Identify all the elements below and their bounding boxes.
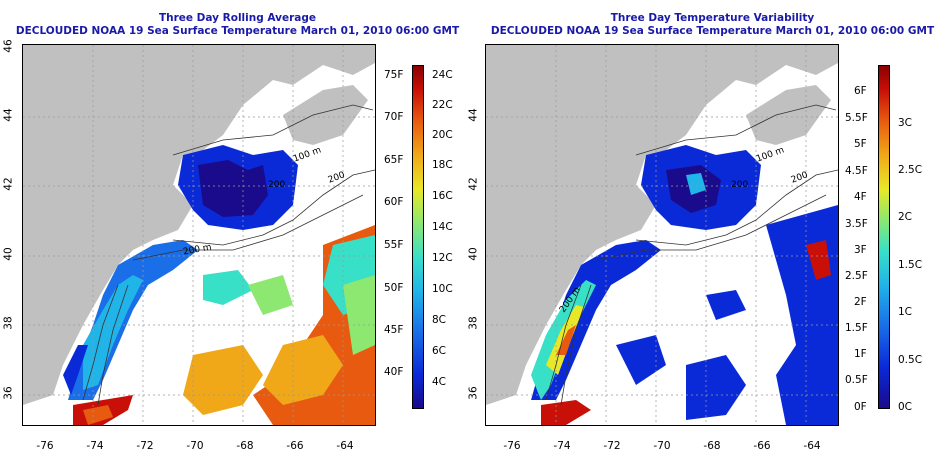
colorbar-label-f: 2.5F [845,270,868,282]
colorbar-label-f: 45F [384,324,404,336]
x-tick-label: -74 [553,440,571,452]
y-tick-label: 42 [2,177,15,191]
panel-subtitle: DECLOUDED NOAA 19 Sea Surface Temperatur… [15,25,460,37]
colorbar-label-c: 1C [898,306,913,318]
colorbar-label-c: 8C [432,314,447,326]
colorbar-label-f: 4F [854,191,867,203]
x-tick-label: -64 [803,440,821,452]
map-canvas [23,45,375,425]
x-tick-label: -72 [603,440,621,452]
y-tick-label: 46 [2,39,15,53]
colorbar-label-c: 16C [432,190,453,202]
x-tick-label: -68 [236,440,254,452]
colorbar-label-c: 0.5C [898,354,923,366]
colorbar-label-f: 3F [854,244,867,256]
panel-title: Three Day Rolling Average [158,12,317,24]
x-tick-label: -66 [286,440,304,452]
colorbar-label-f: 50F [384,282,404,294]
ns-peninsula [746,85,831,145]
sst-average-map[interactable]: 100 m 200 200 m 200 [22,44,376,426]
x-tick-label: -76 [36,440,54,452]
x-tick-label: -76 [503,440,521,452]
ns-peninsula [283,85,368,145]
colorbar-label-f: 6F [854,85,867,97]
variability-colorbar [878,65,890,409]
offshore-var-patches [616,205,838,425]
x-tick-label: -74 [86,440,104,452]
contour-label-200b: 200 [731,180,749,190]
map-canvas [486,45,838,425]
graticule [486,45,838,425]
colorbar-label-f: 5.5F [845,112,868,124]
land-mass [486,45,838,405]
bathymetry-contours [82,104,375,406]
colorbar-label-c: 14C [432,221,453,233]
colorbar-label-c: 22C [432,99,453,111]
colorbar-label-c: 0C [898,401,913,413]
colorbar-label-c: 18C [432,159,453,171]
x-tick-label: -70 [186,440,204,452]
colorbar-label-f: 0F [854,401,867,413]
colorbar-label-f: 55F [384,239,404,251]
colorbar-label-f: 0.5F [845,374,868,386]
sst-average-panel: Three Day Rolling Average DECLOUDED NOAA… [2,12,460,452]
colorbar-label-c: 12C [432,252,453,264]
colorbar-label-c: 24C [432,69,453,81]
colorbar-label-c: 1.5C [898,259,923,271]
x-tick-label: -66 [753,440,771,452]
colorbar-label-c: 10C [432,283,453,295]
sst-variability-panel: Three Day Temperature Variability DECLOU… [468,0,950,475]
colorbar-label-f: 4.5F [845,165,868,177]
graticule [23,45,375,425]
land-mass [23,45,375,405]
colorbar-label-f: 40F [384,366,404,378]
x-tick-label: -64 [336,440,354,452]
panel-subtitle: DECLOUDED NOAA 19 Sea Surface Temperatur… [490,25,935,37]
y-tick-label: 38 [467,316,480,330]
colorbar-label-f: 3.5F [845,218,868,230]
x-tick-label: -70 [653,440,671,452]
colorbar-label-f: 70F [384,111,404,123]
y-tick-label: 38 [2,316,15,330]
y-tick-label: 36 [467,386,480,400]
colorbar-label-c: 2.5C [898,164,923,176]
y-tick-label: 40 [467,247,480,261]
colorbar-label-f: 1.5F [845,322,868,334]
colorbar-label-f: 5F [854,138,867,150]
y-tick-label: 44 [467,108,480,122]
colorbar-label-f: 2F [854,296,867,308]
colorbar-label-c: 3C [898,117,913,129]
colorbar-label-c: 2C [898,211,913,223]
colorbar-label-f: 65F [384,154,404,166]
y-tick-label: 42 [467,177,480,191]
colorbar-label-c: 20C [432,129,453,141]
bathymetry-contours [545,104,838,406]
y-tick-label: 36 [2,386,15,400]
colorbar-label-f: 75F [384,69,404,81]
colorbar-label-f: 60F [384,196,404,208]
colorbar-label-c: 4C [432,376,447,388]
sst-colorbar [412,65,424,409]
x-tick-label: -72 [136,440,154,452]
panel-title: Three Day Temperature Variability [610,12,815,24]
colorbar-label-f: 1F [854,348,867,360]
y-tick-label: 44 [2,108,15,122]
nova-scotia-land [253,45,375,70]
sst-variability-map[interactable]: 100 m 200 200 m 200 [485,44,839,426]
colorbar-label-c: 6C [432,345,447,357]
contour-label-200b: 200 [268,180,286,190]
x-tick-label: -68 [703,440,721,452]
y-tick-label: 40 [2,247,15,261]
